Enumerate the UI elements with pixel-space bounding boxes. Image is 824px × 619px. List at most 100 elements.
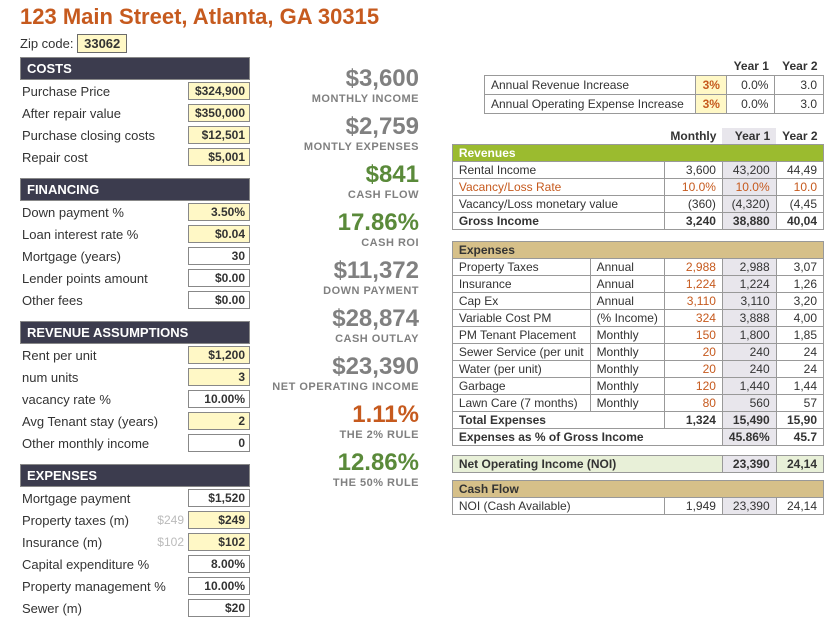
row-label: Mortgage payment — [20, 491, 188, 506]
exp-y2: 3,20 — [776, 293, 823, 310]
row-value[interactable]: $0.04 — [188, 225, 250, 243]
metric-label: MONTLY EXPENSES — [260, 141, 419, 153]
rev-y2: (4,45 — [776, 196, 823, 213]
exp-m: 120 — [664, 378, 722, 395]
inc-v0[interactable]: 3% — [695, 76, 726, 95]
rev-y1: 10.0% — [722, 179, 776, 196]
data-row: Mortgage payment$1,520 — [20, 487, 250, 509]
row-label: Capital expenditure % — [20, 557, 188, 572]
row-value[interactable]: $249 — [188, 511, 250, 529]
row-value[interactable]: $5,001 — [188, 148, 250, 166]
proj-head-monthly: Monthly — [664, 128, 722, 145]
row-value[interactable]: 3.50% — [188, 203, 250, 221]
rev-label: Gross Income — [452, 213, 664, 230]
data-row: Other monthly income0 — [20, 432, 250, 454]
rev-m: 3,600 — [664, 162, 722, 179]
exp-label: Insurance — [452, 276, 590, 293]
data-row: Insurance (m)$102$102 — [20, 531, 250, 553]
total-exp-y2: 15,90 — [776, 412, 823, 429]
row-value[interactable]: $0.00 — [188, 291, 250, 309]
exp-pct-y1: 45.86% — [722, 429, 776, 446]
row-label: Property management % — [20, 579, 188, 594]
rev-label: Vacancy/Loss Rate — [452, 179, 664, 196]
exp-type: Monthly — [590, 378, 664, 395]
inc-v0[interactable]: 3% — [695, 95, 726, 114]
exp-y2: 1,85 — [776, 327, 823, 344]
total-exp-m: 1,324 — [664, 412, 722, 429]
data-row: num units3 — [20, 366, 250, 388]
exp-m: 1,224 — [664, 276, 722, 293]
row-value[interactable]: $12,501 — [188, 126, 250, 144]
revenue-header: REVENUE ASSUMPTIONS — [20, 321, 250, 344]
exp-label: Lawn Care (7 months) — [452, 395, 590, 412]
data-row: Capital expenditure %8.00% — [20, 553, 250, 575]
metric-value: $23,390 — [260, 353, 419, 381]
inc-head-y2: Year 2 — [775, 57, 824, 76]
exp-m: 3,110 — [664, 293, 722, 310]
metric-value: 17.86% — [260, 209, 419, 237]
data-row: Loan interest rate %$0.04 — [20, 223, 250, 245]
rev-m: (360) — [664, 196, 722, 213]
data-row: Mortgage (years)30 — [20, 245, 250, 267]
proj-head-y1: Year 1 — [722, 128, 776, 145]
metric-value: $2,759 — [260, 113, 419, 141]
noi-cash-label: NOI (Cash Available) — [452, 498, 664, 515]
financing-header: FINANCING — [20, 178, 250, 201]
row-value[interactable]: 0 — [188, 434, 250, 452]
row-label: Rent per unit — [20, 348, 188, 363]
cashflow-header: Cash Flow — [452, 481, 823, 498]
row-label: Mortgage (years) — [20, 249, 188, 264]
data-row: Purchase Price$324,900 — [20, 80, 250, 102]
row-value[interactable]: $102 — [188, 533, 250, 551]
inc-label: Annual Revenue Increase — [485, 76, 696, 95]
metric-label: CASH OUTLAY — [260, 333, 419, 345]
metric-label: CASH ROI — [260, 237, 419, 249]
row-value[interactable]: 8.00% — [188, 555, 250, 573]
total-exp-label: Total Expenses — [452, 412, 664, 429]
row-value[interactable]: $350,000 — [188, 104, 250, 122]
row-value[interactable]: $20 — [188, 599, 250, 617]
exp-label: Sewer Service (per unit — [452, 344, 590, 361]
row-value[interactable]: $1,200 — [188, 346, 250, 364]
total-exp-y1: 15,490 — [722, 412, 776, 429]
row-value[interactable]: 3 — [188, 368, 250, 386]
metric: $23,390NET OPERATING INCOME — [260, 353, 419, 393]
noi-cash-m: 1,949 — [664, 498, 722, 515]
noi-y2: 24,14 — [776, 456, 823, 473]
metric: $2,759MONTLY EXPENSES — [260, 113, 419, 153]
data-row: Lender points amount$0.00 — [20, 267, 250, 289]
exp-y2: 1,44 — [776, 378, 823, 395]
row-label: num units — [20, 370, 188, 385]
rev-y1: 38,880 — [722, 213, 776, 230]
data-row: Sewer (m)$20 — [20, 597, 250, 619]
exp-type: (% Income) — [590, 310, 664, 327]
exp-label: PM Tenant Placement — [452, 327, 590, 344]
row-value[interactable]: $0.00 — [188, 269, 250, 287]
rev-y2: 10.0 — [776, 179, 823, 196]
revenues-header: Revenues — [452, 145, 823, 162]
row-value[interactable]: $1,520 — [188, 489, 250, 507]
zip-value[interactable]: 33062 — [77, 34, 127, 53]
exp-m: 150 — [664, 327, 722, 344]
row-label: Purchase Price — [20, 84, 188, 99]
rev-y1: 43,200 — [722, 162, 776, 179]
row-value[interactable]: 10.00% — [188, 390, 250, 408]
row-label: Sewer (m) — [20, 601, 188, 616]
exp-y1: 1,440 — [722, 378, 776, 395]
inc-v2: 3.0 — [775, 95, 824, 114]
row-label: Avg Tenant stay (years) — [20, 414, 188, 429]
data-row: Avg Tenant stay (years)2 — [20, 410, 250, 432]
exp-y1: 1,224 — [722, 276, 776, 293]
rev-y1: (4,320) — [722, 196, 776, 213]
row-value[interactable]: 30 — [188, 247, 250, 265]
row-value[interactable]: 10.00% — [188, 577, 250, 595]
metric-label: NET OPERATING INCOME — [260, 381, 419, 393]
exp-pct-y2: 45.7 — [776, 429, 823, 446]
row-value[interactable]: 2 — [188, 412, 250, 430]
row-value[interactable]: $324,900 — [188, 82, 250, 100]
row-label: Purchase closing costs — [20, 128, 188, 143]
metric: $28,874CASH OUTLAY — [260, 305, 419, 345]
row-label: Property taxes (m) — [20, 513, 148, 528]
rev-m: 3,240 — [664, 213, 722, 230]
data-row: Down payment %3.50% — [20, 201, 250, 223]
